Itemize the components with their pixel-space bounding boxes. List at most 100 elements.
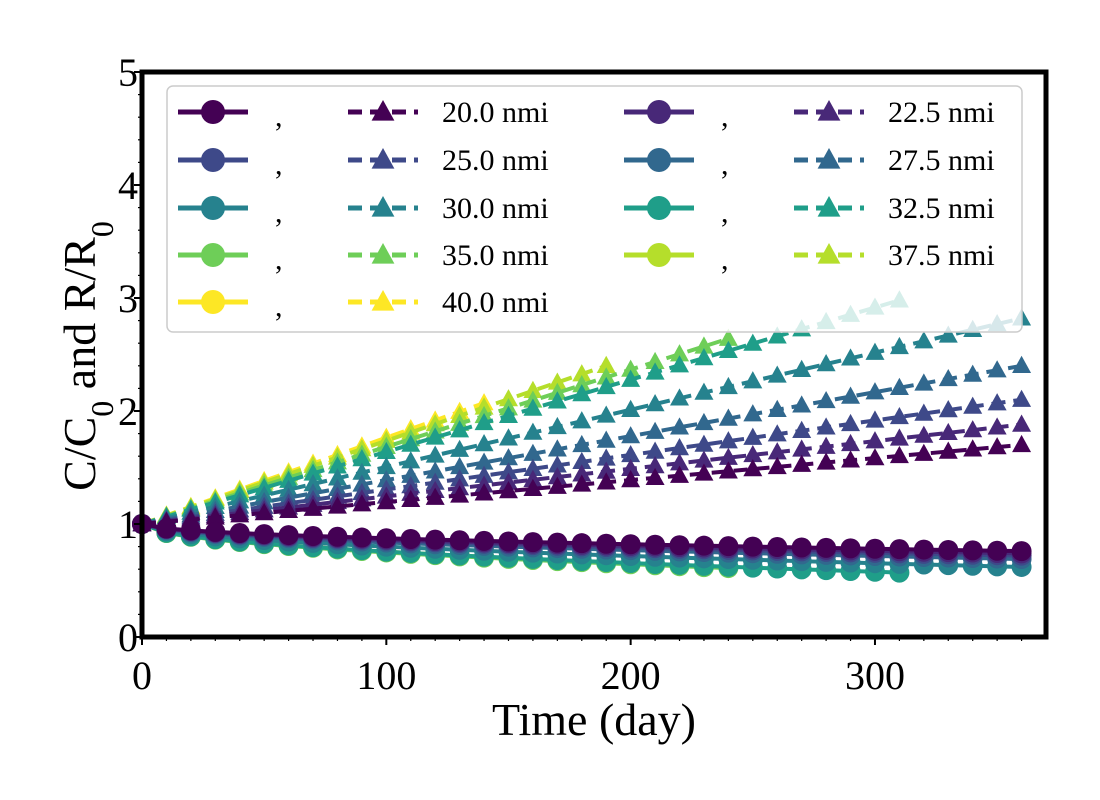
y-axis-label: C/C0 and R/R0 [54, 221, 120, 491]
c-marker [767, 537, 788, 558]
c-marker [449, 530, 470, 551]
r-marker [523, 443, 543, 461]
r-marker [523, 458, 543, 476]
r-marker [914, 373, 934, 391]
r-marker [718, 461, 738, 479]
legend-label: 30.0 nmi [442, 192, 549, 225]
legend-circle-label: , [275, 196, 283, 229]
r-marker [450, 469, 470, 487]
r-marker [694, 336, 714, 354]
legend-entry: , 25.0 nmi [178, 144, 549, 181]
c-marker [205, 521, 226, 542]
c-marker [180, 520, 201, 541]
r-marker [694, 434, 714, 452]
legend-triangle-marker [817, 196, 841, 217]
r-marker [621, 399, 641, 417]
c-marker [425, 529, 446, 550]
r-marker [987, 393, 1007, 411]
r-marker [523, 398, 543, 416]
r-marker [230, 505, 250, 523]
r-marker [743, 333, 763, 351]
c-marker [840, 538, 861, 559]
r-marker [718, 376, 738, 395]
r-marker [303, 498, 323, 516]
legend-label: 25.0 nmi [442, 144, 549, 177]
r-marker [987, 360, 1007, 378]
c-marker [351, 527, 372, 548]
r-marker [792, 420, 812, 438]
c-marker [596, 533, 617, 554]
c-marker [547, 532, 568, 553]
r-marker [816, 390, 836, 409]
legend-circle-label: , [275, 243, 283, 276]
r-marker [767, 399, 787, 417]
r-marker [547, 439, 567, 457]
r-marker [718, 431, 738, 449]
legend-circle-label: , [275, 290, 283, 323]
r-marker [938, 441, 958, 459]
r-marker [450, 456, 470, 475]
r-marker [596, 376, 616, 395]
r-marker [694, 382, 714, 400]
r-marker [303, 474, 323, 492]
r-marker [498, 428, 518, 446]
r-marker [816, 436, 836, 454]
r-marker [572, 474, 592, 492]
r-marker [645, 394, 665, 412]
legend-entry: , 40.0 nmi [178, 286, 549, 323]
r-marker [914, 425, 934, 443]
r-marker [303, 463, 323, 481]
r-marker [352, 494, 372, 512]
legend-circle-marker [201, 148, 225, 172]
c-marker [156, 518, 177, 539]
r-marker [767, 424, 787, 442]
r-marker [694, 347, 714, 366]
c-marker [498, 531, 519, 552]
legend-circle-marker [647, 100, 671, 124]
legend-entry: , 30.0 nmi [178, 192, 549, 229]
r-marker [327, 496, 347, 514]
r-marker [1012, 355, 1032, 373]
c-marker [889, 539, 910, 560]
legend-circle-label: , [275, 100, 283, 133]
legend-circle-label: , [721, 100, 729, 133]
r-marker [523, 478, 543, 497]
r-marker [841, 433, 861, 452]
legend-label: 27.5 nmi [888, 144, 995, 177]
r-marker [645, 455, 665, 474]
legend-entry: , 22.5 nmi [624, 96, 995, 133]
r-marker [694, 463, 714, 481]
y-tick-label: 4 [118, 163, 138, 208]
r-marker [596, 430, 616, 448]
x-tick-label: 200 [601, 653, 661, 698]
r-marker [498, 481, 518, 499]
c-marker [718, 536, 739, 557]
r-marker [376, 492, 396, 510]
r-marker [425, 427, 445, 445]
legend-entry: , 27.5 nmi [624, 144, 995, 181]
x-tick-label: 0 [132, 653, 152, 698]
r-marker [645, 421, 665, 439]
r-marker [547, 372, 567, 390]
r-marker [474, 465, 494, 483]
legend-triangle-marker [371, 100, 395, 121]
y-tick-label: 0 [118, 615, 138, 660]
r-marker [596, 461, 616, 479]
legend-circle-marker [201, 243, 225, 267]
r-marker [621, 359, 641, 377]
r-marker [425, 461, 445, 479]
legend-circle-label: , [275, 148, 283, 181]
r-marker [865, 342, 885, 360]
r-marker [938, 368, 958, 387]
y-tick-label: 5 [118, 50, 138, 95]
r-marker [963, 396, 983, 414]
r-marker [596, 448, 616, 466]
r-marker [841, 450, 861, 468]
r-marker [523, 469, 543, 488]
r-marker [401, 434, 421, 452]
legend-entry: , 35.0 nmi [178, 239, 549, 276]
r-marker [596, 472, 616, 490]
r-marker [547, 416, 567, 435]
r-marker [792, 454, 812, 472]
legend-triangle-marker [371, 196, 395, 217]
